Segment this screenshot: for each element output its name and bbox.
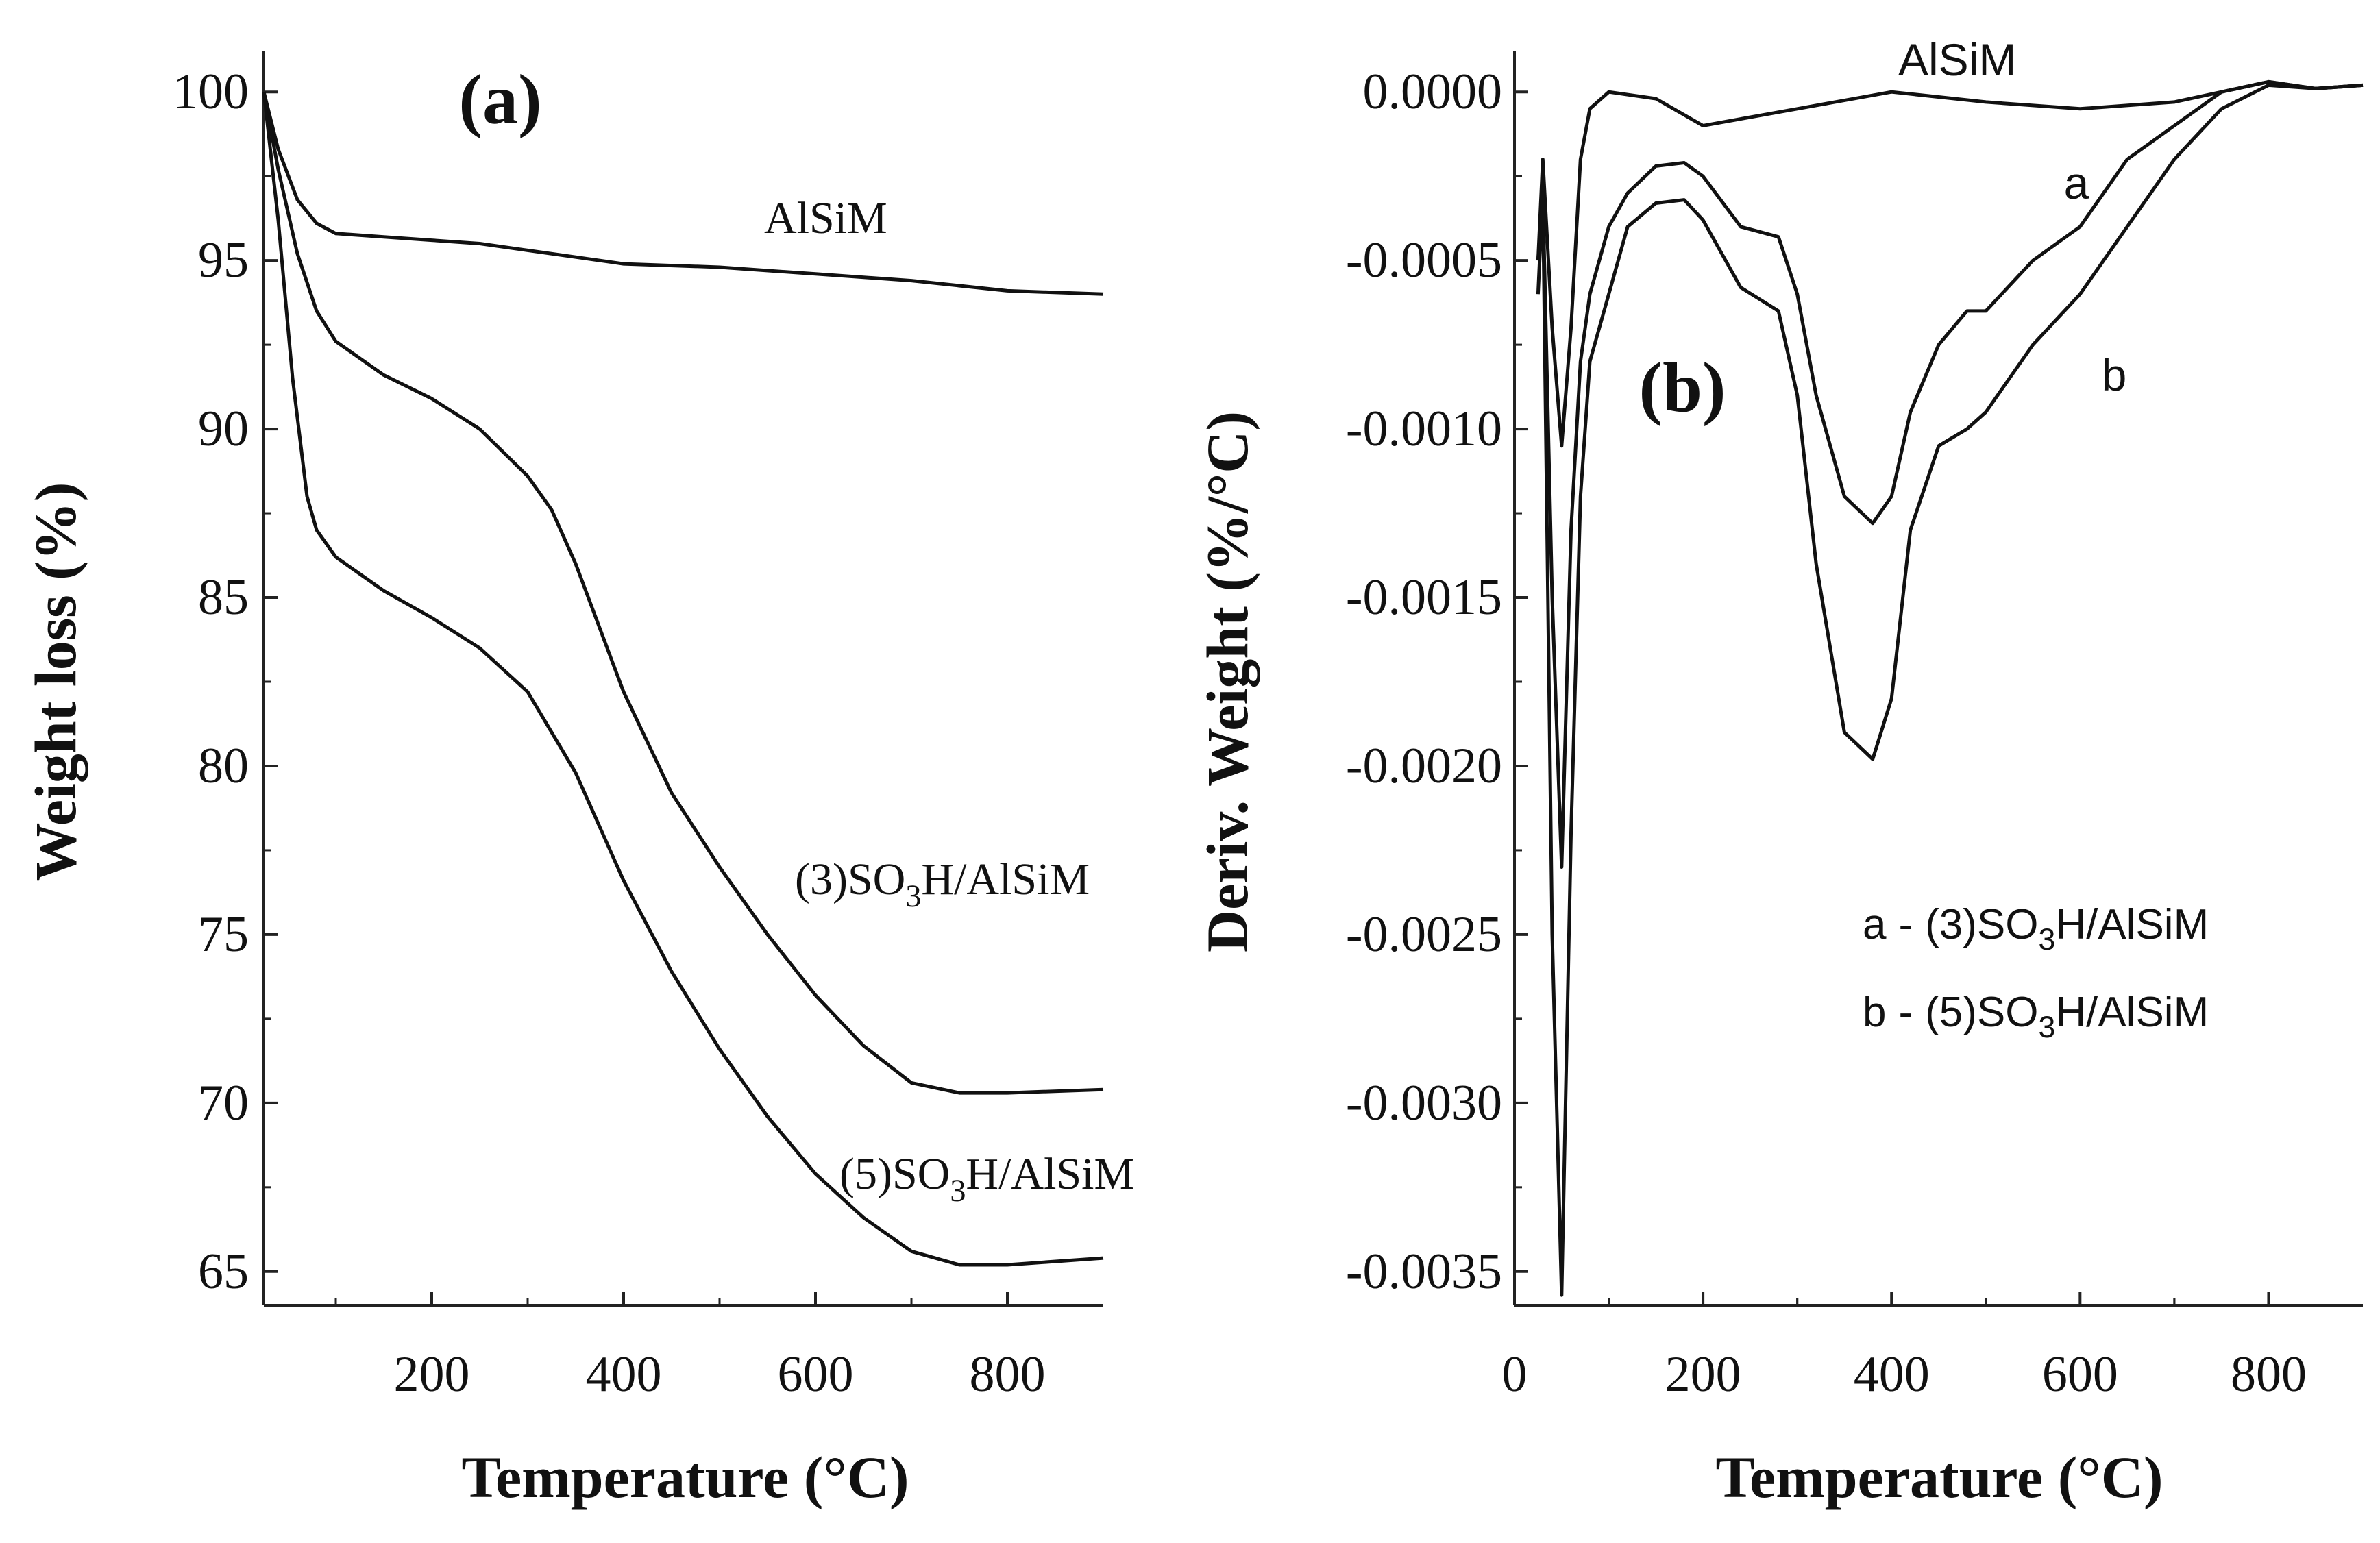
series-label-part: (3)SO [795,854,905,904]
chart-panel-b: 0.0000 -0.0005 -0.0010 -0.0015 -0.0020 -0.002… [1194,34,2364,1510]
y-tick-label: -0.0030 [1346,1075,1502,1131]
series-label-part: b [2102,349,2127,400]
y-tick-label: 85 [198,569,249,626]
y-tick-label: 95 [198,232,249,288]
panel-label: (a) [458,60,541,139]
x-tick-label: 800 [2231,1346,2307,1403]
legend-text-part: H/AlSiM [2055,989,2209,1036]
legend-text-part: H/AlSiM [2055,901,2209,948]
legend-text-part: 3 [2039,1011,2056,1044]
series-label-part: AlSiM [1898,34,2016,85]
legend-text-part: (3)SO [1925,901,2038,948]
y-tick-label: 75 [198,906,249,963]
y-axis-title: Deriv. Weight (%/°C) [1194,411,1260,952]
x-tick-label: 400 [1854,1346,1930,1403]
series-label: AlSiM [1898,34,2016,85]
x-tick-label: 600 [2042,1346,2118,1403]
legend-entry: b - (5)SO3H/AlSiM [1863,989,2209,1044]
y-tick-label: 80 [198,738,249,794]
y-tick-label: -0.0035 [1346,1244,1502,1300]
x-tick-label: 200 [1665,1346,1741,1403]
x-axis-title: Temperature (°C) [462,1444,909,1510]
series-label-part: AlSiM [764,193,887,243]
y-tick-label: -0.0010 [1346,401,1502,457]
series-label-part: H/AlSiM [966,1149,1134,1199]
series-line-alsim [262,91,1104,296]
y-tick-label: 65 [198,1244,249,1300]
y-tick-label: 70 [198,1075,249,1131]
y-tick-label: -0.0015 [1346,569,1502,626]
x-tick-label: 200 [394,1346,470,1403]
series-label: a [2064,158,2089,208]
series-label: b [2102,349,2127,400]
legend-separator: - [1898,901,1913,948]
series-label-part: 3 [950,1173,966,1208]
x-axis-title: Temperature (°C) [1716,1444,2163,1510]
legend-separator: - [1898,989,1913,1036]
y-tick-label: -0.0025 [1346,906,1502,963]
legend-entry: a - (3)SO3H/AlSiM [1863,901,2209,956]
panel-label: (b) [1639,348,1726,427]
y-tick-label: 0.0000 [1363,64,1503,120]
series-label: AlSiM [764,193,887,243]
series-label-part: H/AlSiM [921,854,1090,904]
x-tick-label: 400 [586,1346,662,1403]
chart-panel-a: 65 70 75 80 85 90 95 100 200 400 600 800 Temperature… [23,51,1134,1510]
y-axis-title: Weight loss (%) [23,482,88,882]
series-line-b [1536,83,2364,1297]
x-tick-label: 800 [970,1346,1046,1403]
series-line--3-so3h-alsim [262,91,1104,1095]
series-label-part: 3 [905,878,921,913]
series-label-part: a [2064,158,2089,208]
y-tick-label: 90 [198,401,249,457]
series-label-part: (5)SO [839,1149,950,1199]
legend-text-part: 3 [2039,923,2056,956]
x-tick-label: 0 [1502,1346,1528,1403]
y-tick-label: 100 [173,64,249,120]
series-line-a [1536,79,2364,869]
y-tick-label: -0.0005 [1346,232,1502,288]
series-line--5-so3h-alsim [262,91,1104,1267]
legend-text-part: (5)SO [1925,989,2038,1036]
x-tick-label: 600 [778,1346,854,1403]
series-label: (5)SO3H/AlSiM [839,1149,1134,1208]
legend-key: b [1863,989,1886,1036]
legend-key: a [1863,901,1887,948]
y-tick-label: -0.0020 [1346,738,1502,794]
series-label: (3)SO3H/AlSiM [795,854,1090,913]
